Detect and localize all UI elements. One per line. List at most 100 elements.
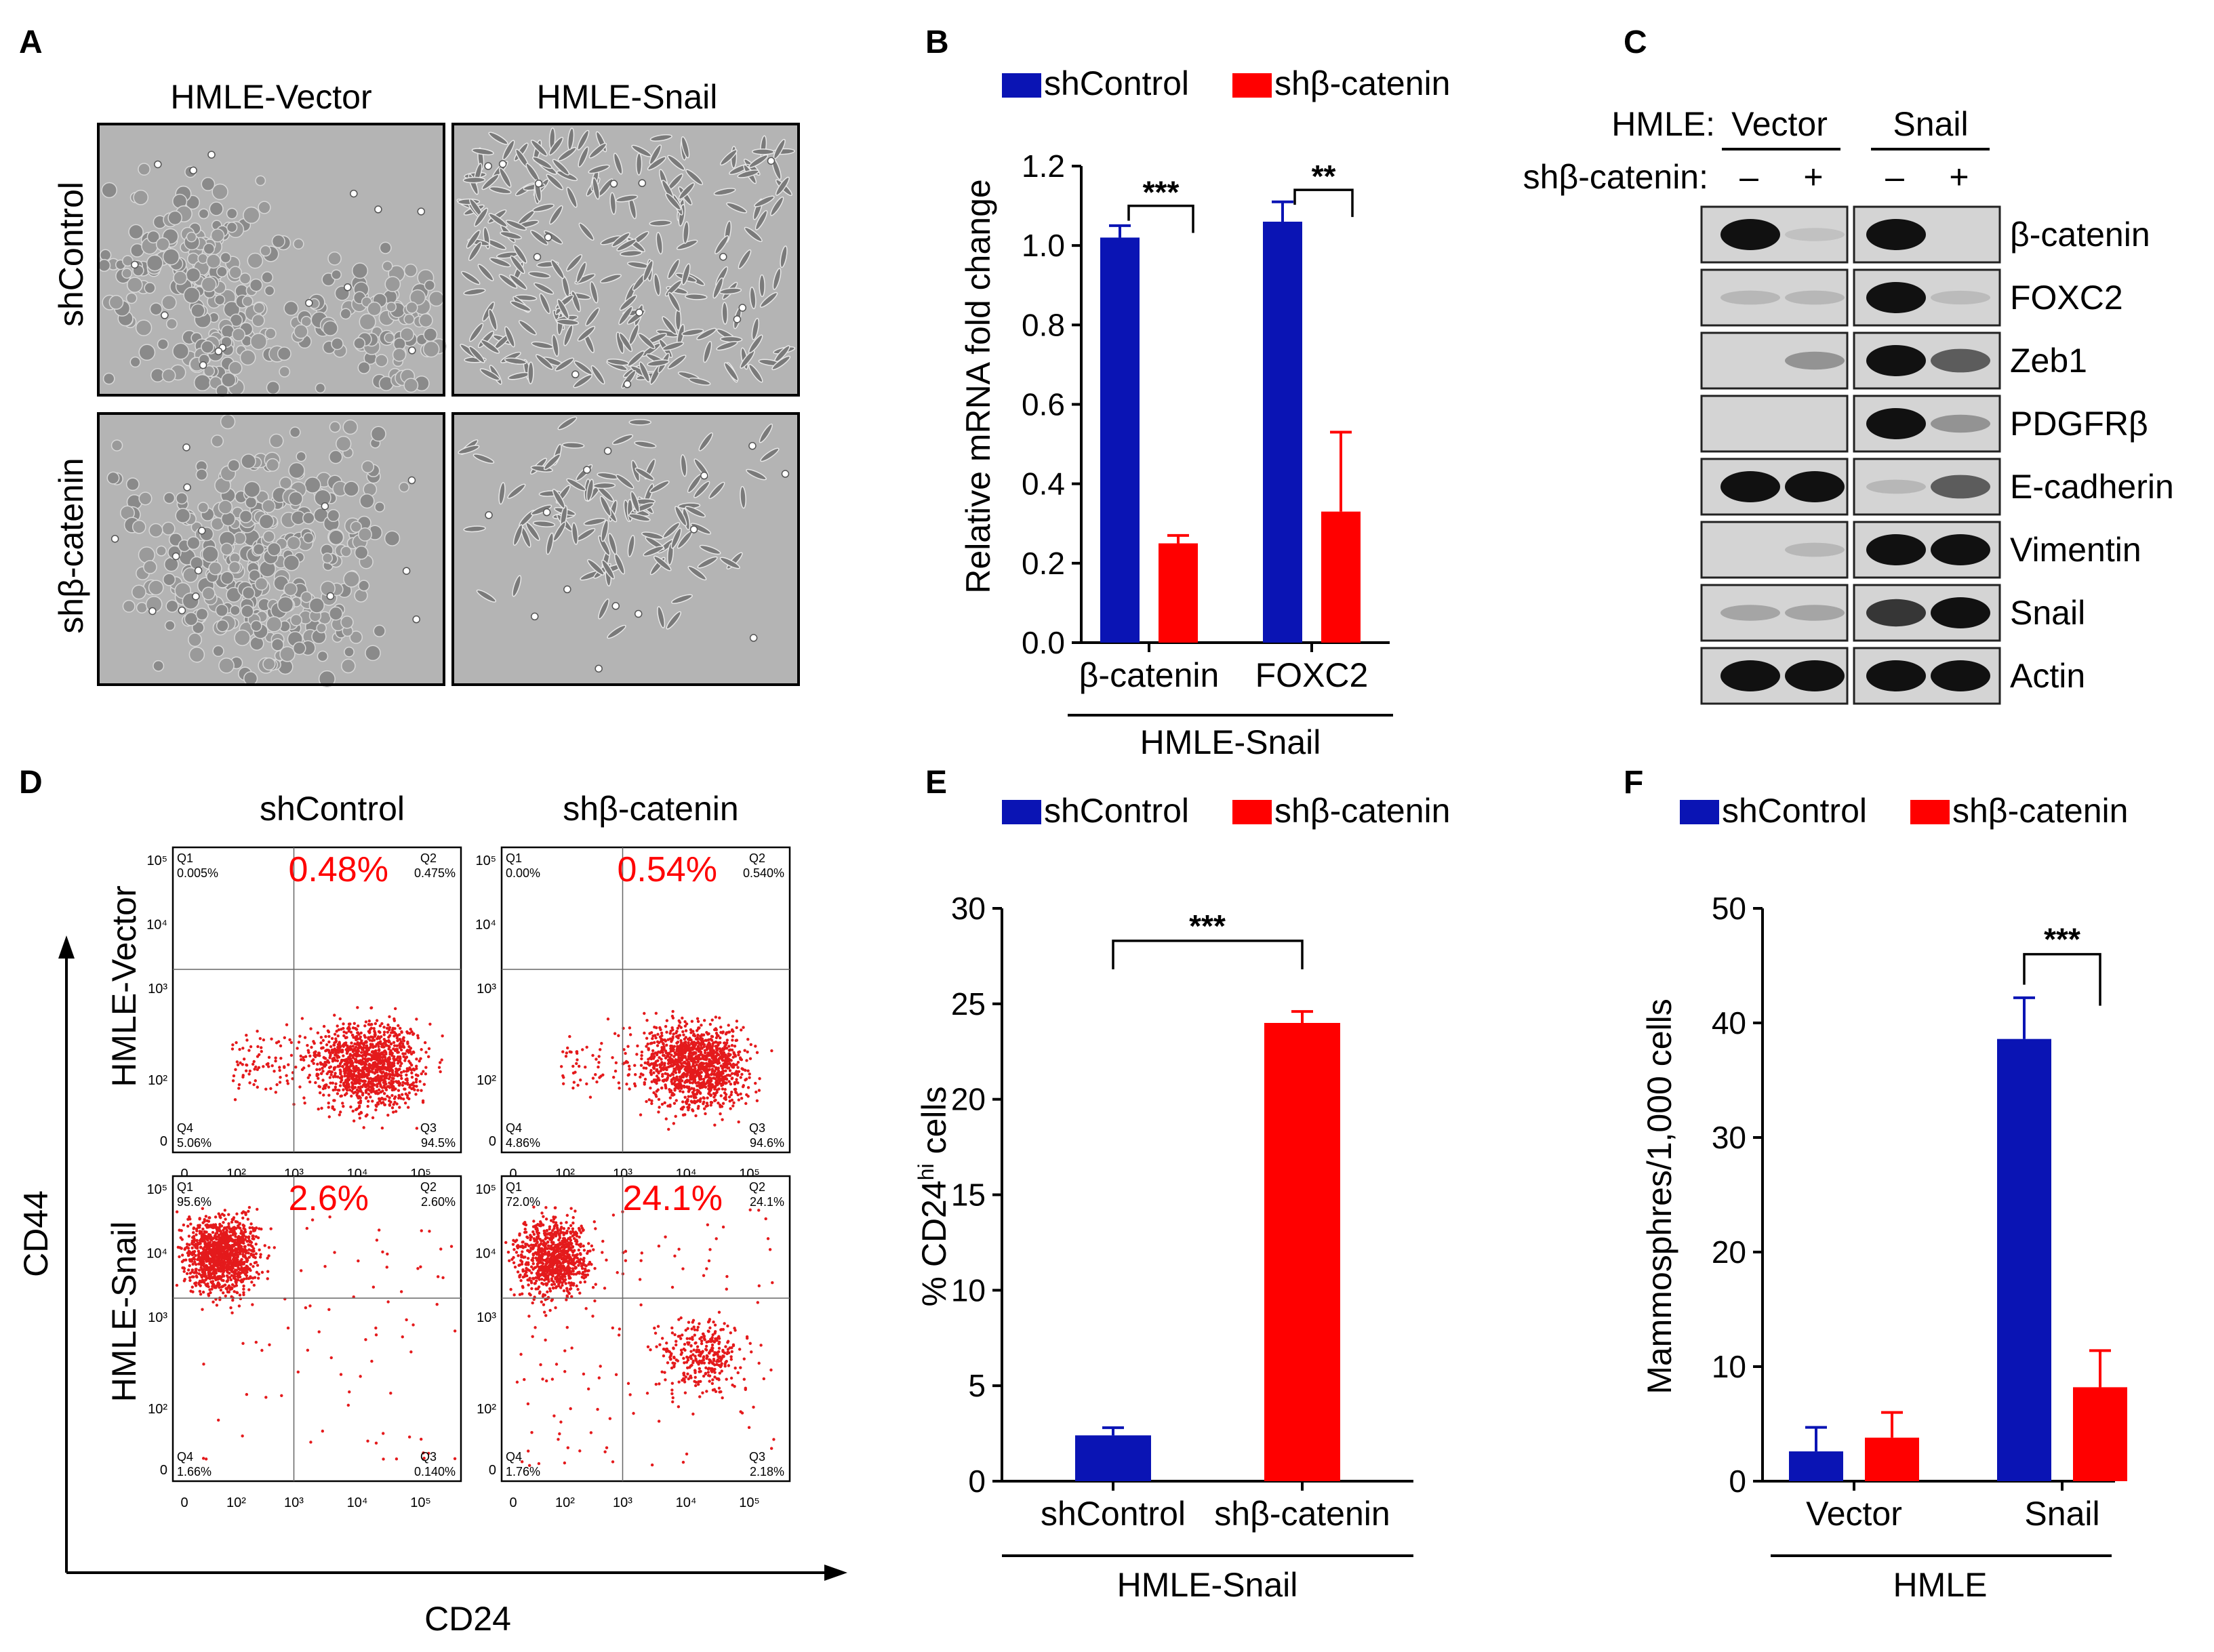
blot-band [1931,534,1990,565]
flow-dot [287,1063,290,1066]
micro-cell [241,454,256,469]
micro-cell [759,274,765,298]
flow-dot [334,1040,338,1044]
flow-dot [374,1333,378,1337]
flow-dot [647,1047,650,1050]
flow-dot [245,1392,249,1396]
flow-dot [722,1066,725,1069]
flow-dot [755,1099,759,1103]
flow-dot [453,1457,457,1460]
flow-dot [720,1057,723,1061]
flow-dot [315,1074,319,1078]
flow-dot [336,1059,340,1063]
flow-dot [654,1036,658,1040]
flow-dot [361,1062,365,1066]
flow-dot [691,1070,694,1073]
flow-dot [366,1439,369,1443]
flow-dot [390,1093,394,1097]
micro-cell [176,492,188,505]
flow-dot [329,1065,333,1068]
micro-cell [667,355,687,369]
blot-band [1931,660,1990,691]
micro-cell [403,313,415,325]
flow-dot [327,1051,331,1054]
micro-cell [186,231,197,243]
flow-dot [687,1055,691,1058]
flow-dot [390,1106,395,1110]
flow-dot [643,1083,646,1086]
flow-dot [268,1343,271,1347]
flow-dot [231,1043,235,1047]
flow-dot [298,1085,302,1089]
flow-dot [412,1068,416,1072]
flow-dot [336,1054,340,1057]
flow-dot [357,1101,361,1104]
panel-b-legend-control: shControl [1044,64,1189,102]
flow-dot [362,1068,366,1071]
flow-dot [346,1069,349,1072]
flow-dot [594,1073,597,1076]
flow-dot [740,1097,744,1100]
flow-dot [254,1252,258,1255]
micro-cell [247,252,264,269]
flow-dot [266,1065,270,1068]
micro-bright-cell [131,260,139,269]
flow-dot [182,1266,186,1270]
micro-cell [639,361,650,383]
panel-d-col-header-control: shControl [260,790,405,828]
micro-cell [354,545,369,560]
flow-dot [254,1235,258,1238]
flow-dot [280,1394,283,1397]
micro-cell [250,620,262,632]
flow-dot [222,1256,226,1260]
flow-dot [721,1102,725,1106]
panel-d-yaxis-arrow [58,935,75,959]
flow-dot [185,1272,189,1276]
flow-dot [367,1064,371,1067]
flow-dot [706,1096,709,1100]
micro-cell [556,319,580,326]
flow-dot [362,1043,365,1047]
micro-cell [550,259,565,279]
flow-dot [215,1304,219,1307]
flow-dot [713,1060,717,1063]
flow-dot [237,1087,241,1090]
flow-dot [672,1045,676,1048]
flow-dot [712,1095,716,1099]
flow-dot [606,1018,610,1021]
flow-dot [201,1278,205,1282]
flow-dot [687,1045,690,1048]
flow-dot [742,1084,745,1087]
flow-dot [207,1232,211,1236]
flow-dot [650,1062,653,1066]
micro-cell [748,154,769,168]
micro-cell [647,359,670,367]
micro-cell [770,196,784,216]
flow-dot [400,1062,403,1066]
flow-dot [274,1056,277,1060]
blot-row-0: β-catenin [1700,205,2150,264]
flow-dot [362,1070,365,1074]
micro-cell [588,142,607,159]
micro-cell [110,439,123,451]
flow-dot [415,1127,419,1130]
flow-dot [241,1075,245,1079]
flow-dot [283,1066,286,1069]
flow-dot [395,1072,399,1075]
flow-dot [395,1102,399,1106]
flow-dot [728,1069,732,1072]
flow-dot [613,1069,618,1073]
flow-dot [664,1024,668,1028]
flow-dot [670,1014,675,1018]
blot-band [1785,290,1845,305]
flow-dot [693,1101,697,1105]
flow-dot [238,1293,242,1297]
flow-dot [203,1231,207,1234]
flow-dot [405,1093,409,1097]
micro-cell [775,176,790,196]
flow-dot [374,1326,378,1330]
micro-cell [618,306,633,325]
micro-cell [99,249,112,262]
panel-d-row-header-snail: HMLE-Snail [105,1222,143,1403]
micro-cell [384,530,401,546]
